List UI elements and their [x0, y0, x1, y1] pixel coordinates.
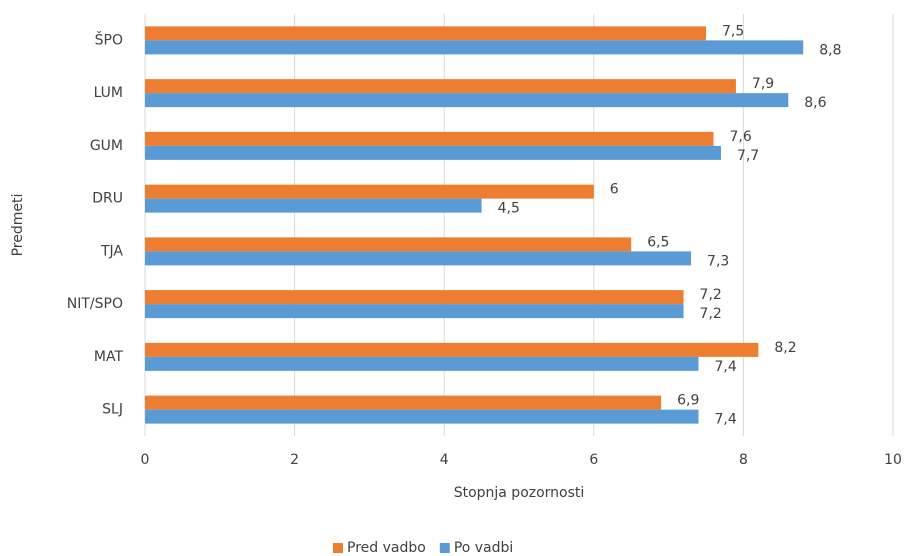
x-tick-label: 8	[739, 452, 748, 468]
x-tick-label: 2	[290, 452, 299, 468]
data-label: 6,9	[677, 393, 699, 409]
data-label: 8,8	[819, 42, 841, 58]
bar	[145, 356, 699, 371]
bar	[145, 237, 632, 252]
y-tick-label: ŠPO	[95, 30, 123, 48]
data-label: 7,4	[715, 359, 737, 375]
bar	[145, 79, 736, 94]
y-tick-label: LUM	[94, 85, 123, 101]
bar	[145, 409, 699, 424]
data-label: 7,3	[707, 253, 729, 269]
data-label: 8,6	[804, 95, 826, 111]
data-label: 7,4	[715, 412, 737, 428]
bar	[145, 40, 804, 55]
bar	[145, 184, 594, 199]
data-label: 7,2	[700, 287, 722, 303]
y-tick-label: NIT/SPO	[67, 296, 123, 312]
bar	[145, 145, 721, 160]
y-tick-label: GUM	[90, 138, 123, 154]
bar	[145, 290, 684, 305]
legend-swatch	[439, 543, 450, 553]
bar	[145, 251, 692, 266]
bar	[145, 304, 684, 319]
bar	[145, 131, 714, 146]
x-tick-label: 10	[884, 452, 902, 468]
data-label: 7,7	[737, 148, 759, 164]
data-label: 6	[610, 182, 619, 198]
x-tick-label: 0	[141, 452, 150, 468]
y-axis-label: Predmeti	[10, 194, 26, 257]
x-axis-label: Stopnja pozornosti	[454, 485, 585, 501]
y-tick-label: DRU	[92, 191, 123, 207]
data-label: 6,5	[647, 234, 669, 250]
legend-label: Pred vadbo	[347, 540, 426, 556]
legend-label: Po vadbi	[454, 540, 514, 556]
bar	[145, 93, 789, 108]
y-tick-label: TJA	[100, 243, 123, 259]
bar	[145, 342, 759, 357]
bar	[145, 395, 662, 410]
data-label: 7,5	[722, 23, 744, 39]
legend-swatch	[333, 543, 343, 553]
data-label: 7,9	[752, 76, 774, 92]
y-tick-label: SLJ	[102, 402, 123, 418]
data-label: 4,5	[498, 201, 520, 217]
data-label: 7,2	[700, 306, 722, 322]
x-tick-label: 4	[440, 452, 449, 468]
x-tick-label: 6	[589, 452, 598, 468]
bar	[145, 26, 706, 41]
y-tick-label: MAT	[94, 349, 124, 365]
data-label: 7,6	[729, 129, 751, 145]
bar	[145, 198, 482, 213]
data-label: 8,2	[774, 340, 796, 356]
